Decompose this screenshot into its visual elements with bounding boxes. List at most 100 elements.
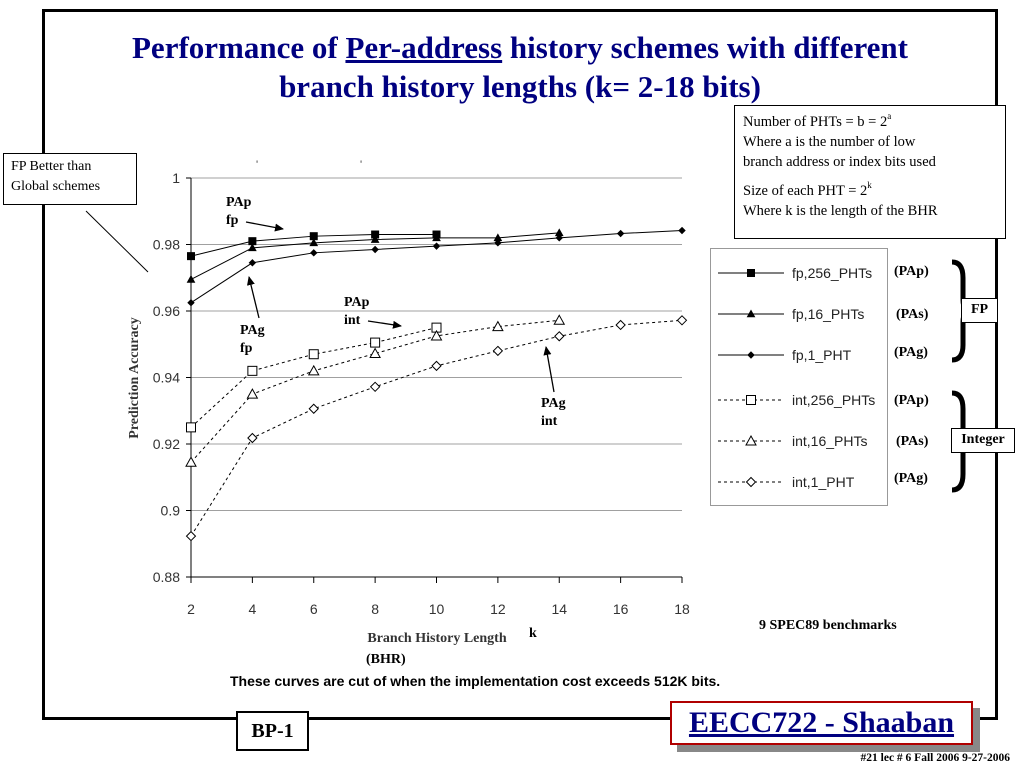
data-point — [185, 530, 197, 542]
legend-swatch-marker — [746, 309, 756, 318]
y-tick-label: 0.92 — [153, 436, 180, 452]
title-underlined: Per-address — [345, 30, 503, 65]
pag-fp-arrow — [247, 276, 260, 319]
data-point — [494, 239, 502, 247]
data-point — [370, 234, 380, 243]
k-label: k — [529, 626, 537, 641]
data-point — [370, 337, 381, 348]
note-line1-sup: a — [887, 111, 892, 122]
data-point — [432, 242, 441, 250]
annotation-pag-int-line1: PAg — [541, 396, 566, 411]
bp-label-box: BP-1 — [236, 711, 309, 751]
series-fp-16-phts — [186, 228, 564, 283]
slide-title: Performance of Per-address history schem… — [60, 28, 980, 106]
annotation-pag-int-line2: int — [541, 414, 558, 429]
legend-swatch-marker — [747, 351, 755, 359]
data-point — [186, 422, 196, 433]
legend-layer: fp,256_PHTs fp,16_PHTs fp,1_PHT int,256_PHT… — [718, 265, 875, 490]
legend-label: fp,1_PHT — [792, 347, 852, 363]
x-tick-label: 12 — [490, 601, 506, 617]
slide-footer: #21 lec # 6 Fall 2006 9-27-2006 — [860, 752, 1010, 764]
y-tick-label: 0.9 — [161, 503, 181, 519]
scheme-label-fp-pas: (PAs) — [896, 307, 929, 322]
series-layer — [185, 226, 688, 542]
y-tick-label: 0.98 — [153, 237, 180, 253]
slide-frame — [42, 9, 998, 720]
legend-entry: int,16_PHTs — [718, 433, 867, 449]
annotation-pap-int-line2: int — [344, 313, 361, 328]
data-point — [187, 298, 195, 307]
note-line4-sup: k — [867, 180, 872, 191]
legend-swatch-marker — [745, 434, 757, 446]
y-tick-label: 0.88 — [153, 569, 180, 585]
data-point — [248, 259, 257, 267]
x-tick-label: 6 — [310, 601, 318, 617]
legend-entry: int,1_PHT — [718, 474, 855, 490]
data-point — [308, 349, 319, 360]
x-tick-label: 4 — [248, 601, 256, 617]
scheme-label-int-pap: (PAp) — [894, 393, 929, 408]
annotation-pap-int-line1: PAp — [344, 295, 370, 310]
legend-swatch-marker — [746, 395, 756, 405]
benchmarks-note: 9 SPEC89 benchmarks — [759, 618, 897, 633]
fp-better-pointer — [85, 210, 149, 273]
legend-label: int,16_PHTs — [792, 433, 867, 449]
x-axis-title: Branch History Length — [367, 631, 506, 646]
note-line2: Where a is the number of low — [743, 134, 916, 150]
scheme-label-fp-pap: (PAp) — [894, 264, 929, 279]
annotation-pag-int: PAg int — [541, 395, 566, 431]
integer-group-box: Integer — [951, 428, 1015, 453]
data-point — [246, 388, 259, 399]
annotation-pag-fp-line2: fp — [240, 341, 253, 356]
pag-int-arrow — [543, 346, 555, 393]
data-point — [371, 245, 379, 254]
legend-entry: fp,256_PHTs — [718, 265, 872, 281]
legend-swatch-marker — [745, 476, 757, 488]
fp-better-line2: Global schemes — [11, 179, 101, 194]
legend-entry: fp,1_PHT — [718, 347, 852, 363]
data-point — [615, 319, 626, 331]
data-point — [678, 226, 686, 235]
annotation-pap-fp: PAp fp — [226, 194, 251, 230]
data-point — [555, 234, 563, 242]
fp-better-line1: FP Better than — [11, 159, 92, 174]
course-label-box: EECC722 - Shaaban — [670, 701, 973, 745]
x-tick-label: 10 — [429, 601, 445, 617]
legend-label: fp,16_PHTs — [792, 306, 864, 322]
legend-box — [710, 248, 888, 506]
x-tick-label: 8 — [371, 601, 379, 617]
note-line1: Number of PHTs = b = 2 — [743, 114, 888, 130]
bp-label: BP-1 — [251, 720, 294, 742]
pap-fp-arrow — [245, 221, 284, 232]
series-line — [190, 319, 683, 537]
data-point — [369, 347, 381, 359]
title-line2: branch history lengths (k= 2-18 bits) — [279, 69, 761, 104]
data-point — [310, 249, 318, 257]
annotation-pap-int: PAp int — [344, 294, 369, 330]
data-point — [247, 432, 258, 444]
x-tick-label: 16 — [613, 601, 629, 617]
scheme-label-fp-pag: (PAg) — [894, 345, 928, 360]
y-axis-title: Prediction Accuracy — [127, 317, 142, 438]
scheme-label-int-pag: (PAg) — [894, 471, 928, 486]
note-line5: Where k is the length of the BHR — [743, 203, 938, 219]
pht-note-box: Number of PHTs = b = 2a Where a is the n… — [734, 105, 1006, 239]
data-point — [187, 252, 195, 261]
bhr-label: (BHR) — [366, 652, 406, 667]
course-label: EECC722 - Shaaban — [688, 706, 955, 739]
data-point — [247, 365, 258, 376]
series-fp-1-pht — [187, 226, 686, 307]
annotation-pag-fp-line1: PAg — [240, 323, 265, 338]
legend-swatch-marker — [747, 269, 755, 277]
legend-label: fp,256_PHTs — [792, 265, 872, 281]
y-tick-label: 0.96 — [153, 303, 180, 319]
svg-text:': ' — [360, 159, 362, 171]
y-tick-label: 1 — [172, 170, 180, 186]
fp-group-label: FP — [970, 302, 989, 317]
x-tick-label: 18 — [674, 601, 690, 617]
pap-int-arrow — [367, 320, 402, 329]
note-line4: Size of each PHT = 2 — [743, 183, 868, 199]
data-point — [430, 329, 443, 341]
integer-group-label: Integer — [961, 432, 1005, 447]
x-tick-label: 14 — [551, 601, 567, 617]
